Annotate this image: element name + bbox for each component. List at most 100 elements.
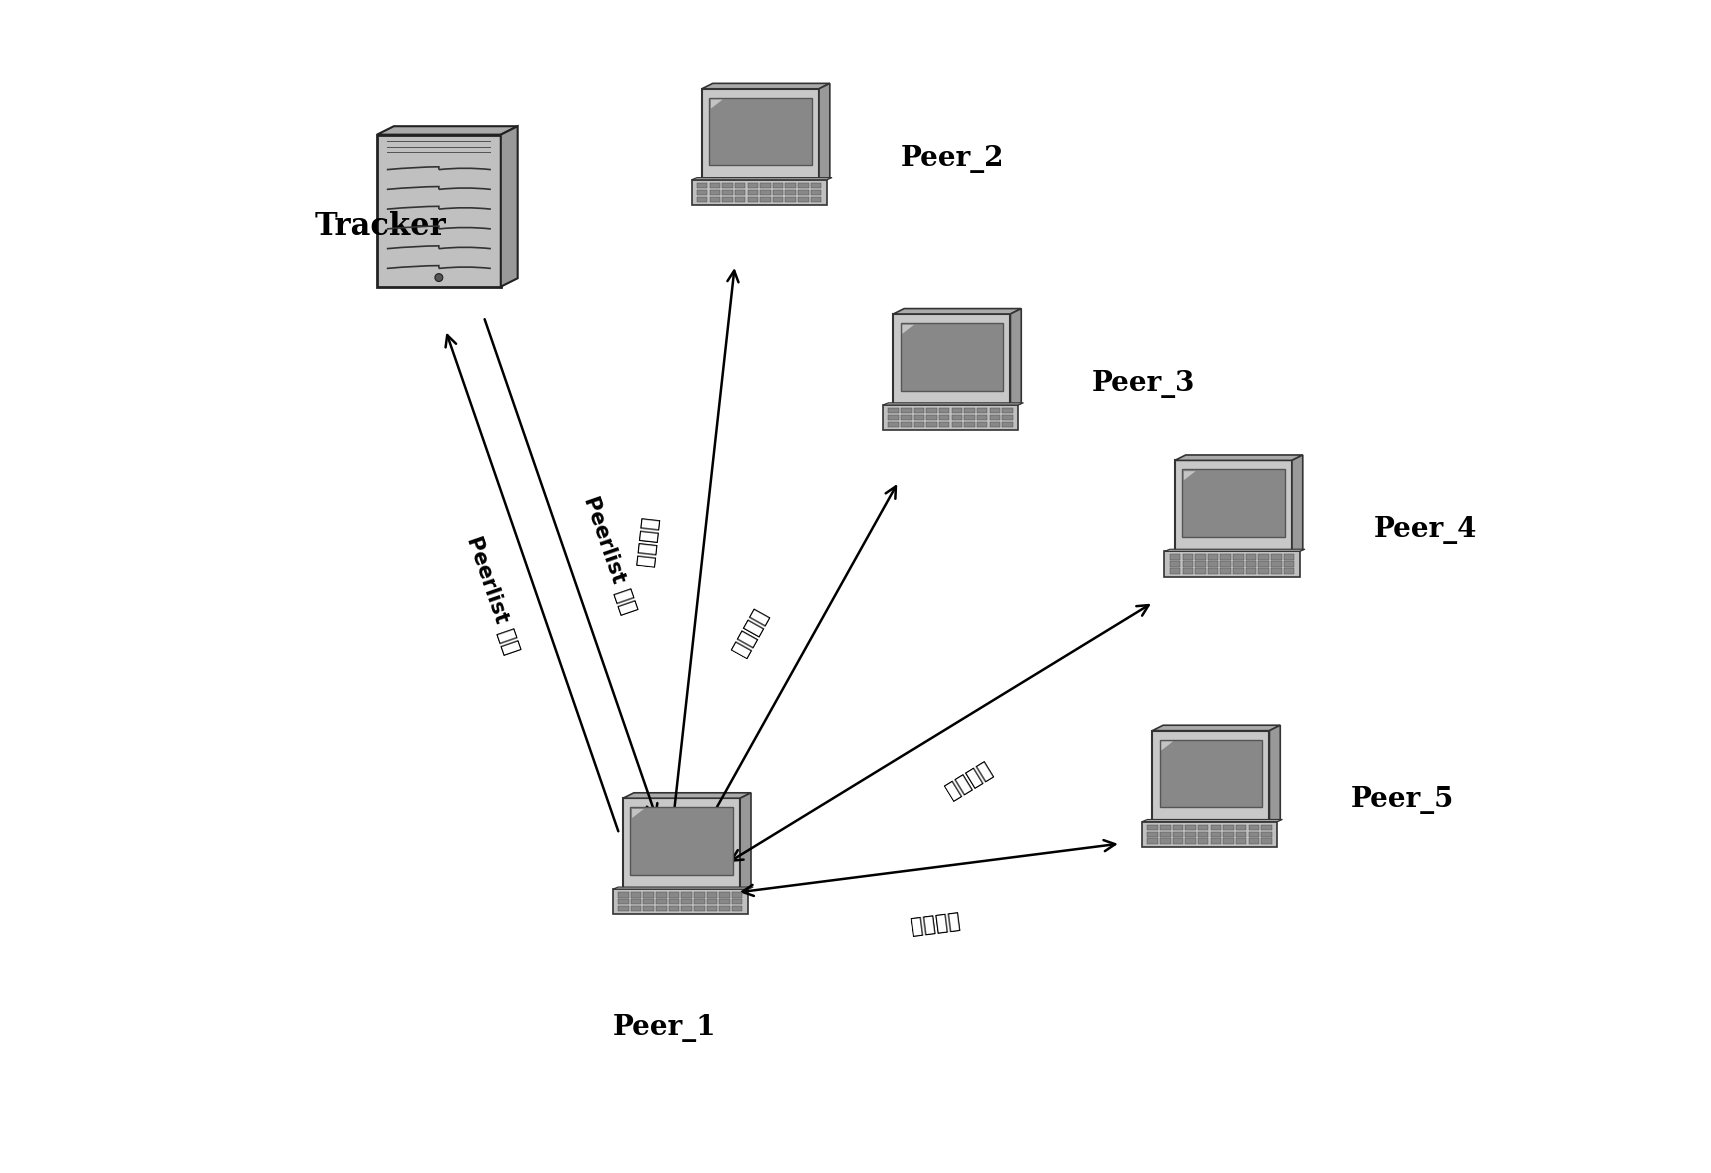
Polygon shape xyxy=(710,190,720,195)
Polygon shape xyxy=(1152,725,1280,731)
Polygon shape xyxy=(900,323,1003,391)
Polygon shape xyxy=(631,893,642,897)
Polygon shape xyxy=(951,415,962,420)
Polygon shape xyxy=(1162,741,1174,751)
Polygon shape xyxy=(888,422,898,427)
Polygon shape xyxy=(1160,839,1170,843)
Polygon shape xyxy=(797,183,809,188)
Text: 信息交互: 信息交互 xyxy=(729,605,772,659)
Polygon shape xyxy=(1271,555,1282,560)
Polygon shape xyxy=(1182,562,1193,567)
Polygon shape xyxy=(1172,825,1184,830)
Polygon shape xyxy=(630,807,732,875)
Polygon shape xyxy=(748,197,758,202)
Polygon shape xyxy=(1249,825,1259,830)
Polygon shape xyxy=(376,127,518,135)
Circle shape xyxy=(435,273,443,282)
Polygon shape xyxy=(1223,832,1234,836)
Polygon shape xyxy=(1271,568,1282,574)
Polygon shape xyxy=(748,183,758,188)
FancyArrowPatch shape xyxy=(484,319,657,815)
Text: Peerlist 列表: Peerlist 列表 xyxy=(580,494,640,617)
Polygon shape xyxy=(1246,562,1256,567)
FancyArrowPatch shape xyxy=(731,605,1148,861)
Polygon shape xyxy=(707,906,717,911)
Polygon shape xyxy=(722,197,732,202)
Polygon shape xyxy=(773,190,784,195)
Polygon shape xyxy=(1196,826,1225,833)
Polygon shape xyxy=(926,415,938,420)
Polygon shape xyxy=(1160,825,1170,830)
Polygon shape xyxy=(741,793,751,893)
Polygon shape xyxy=(1220,568,1230,574)
Text: Peer_2: Peer_2 xyxy=(900,144,1004,172)
Polygon shape xyxy=(1165,551,1300,577)
Polygon shape xyxy=(1152,731,1270,826)
Polygon shape xyxy=(1258,568,1270,574)
Polygon shape xyxy=(1218,555,1247,562)
Polygon shape xyxy=(1220,555,1230,560)
Polygon shape xyxy=(888,415,898,420)
Polygon shape xyxy=(732,893,743,897)
Polygon shape xyxy=(797,190,809,195)
Polygon shape xyxy=(1246,568,1256,574)
Polygon shape xyxy=(1235,825,1246,830)
Polygon shape xyxy=(623,793,751,798)
Polygon shape xyxy=(760,183,770,188)
Polygon shape xyxy=(1234,568,1244,574)
Polygon shape xyxy=(1148,825,1158,830)
Polygon shape xyxy=(732,906,743,911)
Polygon shape xyxy=(811,190,821,195)
Polygon shape xyxy=(1003,422,1013,427)
Polygon shape xyxy=(623,798,741,893)
Polygon shape xyxy=(811,183,821,188)
Polygon shape xyxy=(1234,562,1244,567)
Polygon shape xyxy=(820,83,830,183)
Polygon shape xyxy=(1172,839,1184,843)
Polygon shape xyxy=(977,415,987,420)
Polygon shape xyxy=(1283,555,1294,560)
Polygon shape xyxy=(1220,562,1230,567)
Polygon shape xyxy=(1182,469,1285,537)
Polygon shape xyxy=(613,889,748,915)
Polygon shape xyxy=(1246,555,1256,560)
Polygon shape xyxy=(618,900,628,904)
Polygon shape xyxy=(1170,562,1181,567)
Polygon shape xyxy=(722,190,732,195)
Polygon shape xyxy=(1249,839,1259,843)
Polygon shape xyxy=(760,190,770,195)
Polygon shape xyxy=(1211,839,1222,843)
Polygon shape xyxy=(785,197,796,202)
Polygon shape xyxy=(989,422,999,427)
Polygon shape xyxy=(719,893,731,897)
Polygon shape xyxy=(1234,555,1244,560)
Polygon shape xyxy=(681,906,691,911)
Polygon shape xyxy=(914,415,924,420)
Polygon shape xyxy=(1186,832,1196,836)
Polygon shape xyxy=(1261,832,1271,836)
Polygon shape xyxy=(1196,568,1206,574)
Text: 信息交互: 信息交互 xyxy=(635,515,660,567)
Polygon shape xyxy=(965,422,975,427)
Polygon shape xyxy=(1160,740,1263,807)
Polygon shape xyxy=(965,408,975,413)
Polygon shape xyxy=(736,183,746,188)
Polygon shape xyxy=(1249,832,1259,836)
Text: Peer_4: Peer_4 xyxy=(1374,516,1477,544)
Polygon shape xyxy=(797,197,809,202)
Polygon shape xyxy=(702,83,830,89)
Polygon shape xyxy=(722,183,732,188)
Polygon shape xyxy=(696,190,707,195)
Polygon shape xyxy=(989,408,999,413)
Polygon shape xyxy=(1261,825,1271,830)
Polygon shape xyxy=(1208,568,1218,574)
Polygon shape xyxy=(719,906,731,911)
Polygon shape xyxy=(643,893,654,897)
Polygon shape xyxy=(631,906,642,911)
Polygon shape xyxy=(1196,555,1206,560)
Polygon shape xyxy=(773,197,784,202)
Text: Peer_3: Peer_3 xyxy=(1092,369,1196,398)
Polygon shape xyxy=(1223,825,1234,830)
Polygon shape xyxy=(1208,562,1218,567)
Polygon shape xyxy=(681,900,691,904)
